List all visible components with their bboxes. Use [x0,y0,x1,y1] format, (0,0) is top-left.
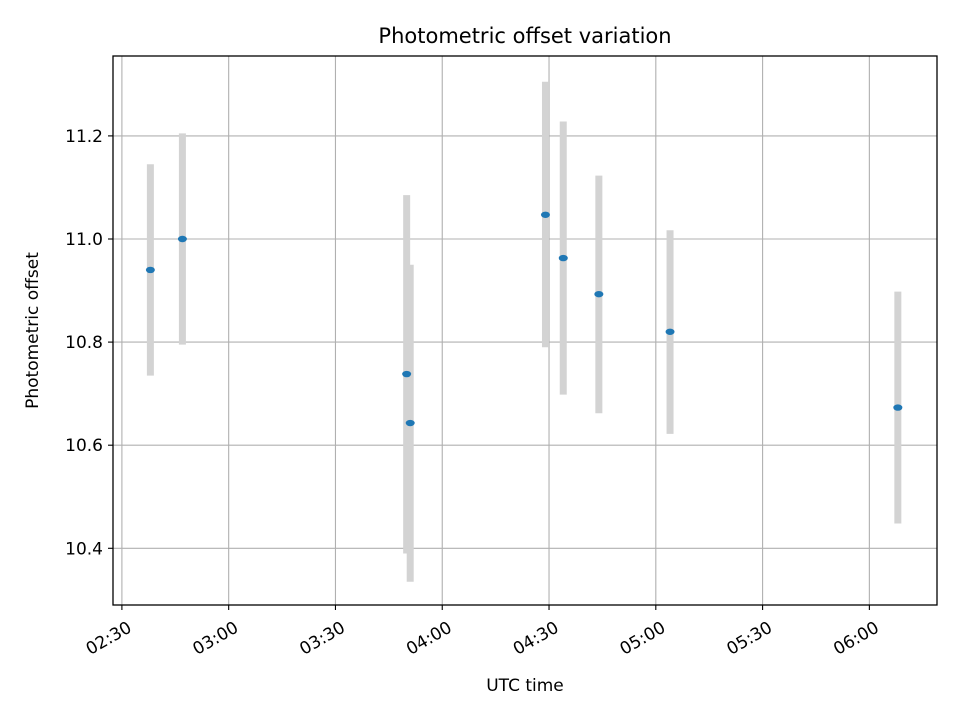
x-axis-ticks: 02:30 03:00 03:30 04:00 04:30 05:00 05:30 06:00 [83,605,883,660]
y-tick-label: 10.6 [65,436,103,456]
x-tick-label: 02:30 [83,618,135,660]
error-bars [146,81,902,582]
chart-title: Photometric offset variation [378,24,671,48]
data-point [145,266,155,274]
y-tick-label: 11.2 [65,127,103,147]
data-point [665,328,675,335]
data-point [177,235,187,243]
y-tick-label: 10.4 [65,539,103,559]
x-tick-label: 05:00 [617,618,669,660]
plot-area-frame [112,55,938,606]
x-tick-label: 03:00 [190,618,242,660]
x-tick-label: 03:30 [296,618,348,660]
data-point [558,254,568,262]
data-point [540,211,550,218]
y-axis-title: Photometric offset [23,252,43,409]
y-axis-ticks: 10.4 10.6 10.8 11.0 11.2 [65,127,113,559]
y-tick-label: 11.0 [65,230,103,250]
data-point [594,290,604,298]
x-tick-label: 04:30 [510,618,562,660]
data-point [893,404,903,411]
x-axis-title: UTC time [486,676,564,696]
x-tick-label: 06:00 [830,618,882,660]
data-point [402,370,412,378]
data-points [145,211,903,427]
data-point [405,419,415,427]
grid [113,56,937,605]
x-tick-label: 05:30 [723,618,775,660]
x-tick-label: 04:00 [403,618,455,660]
y-tick-label: 10.8 [65,333,103,353]
